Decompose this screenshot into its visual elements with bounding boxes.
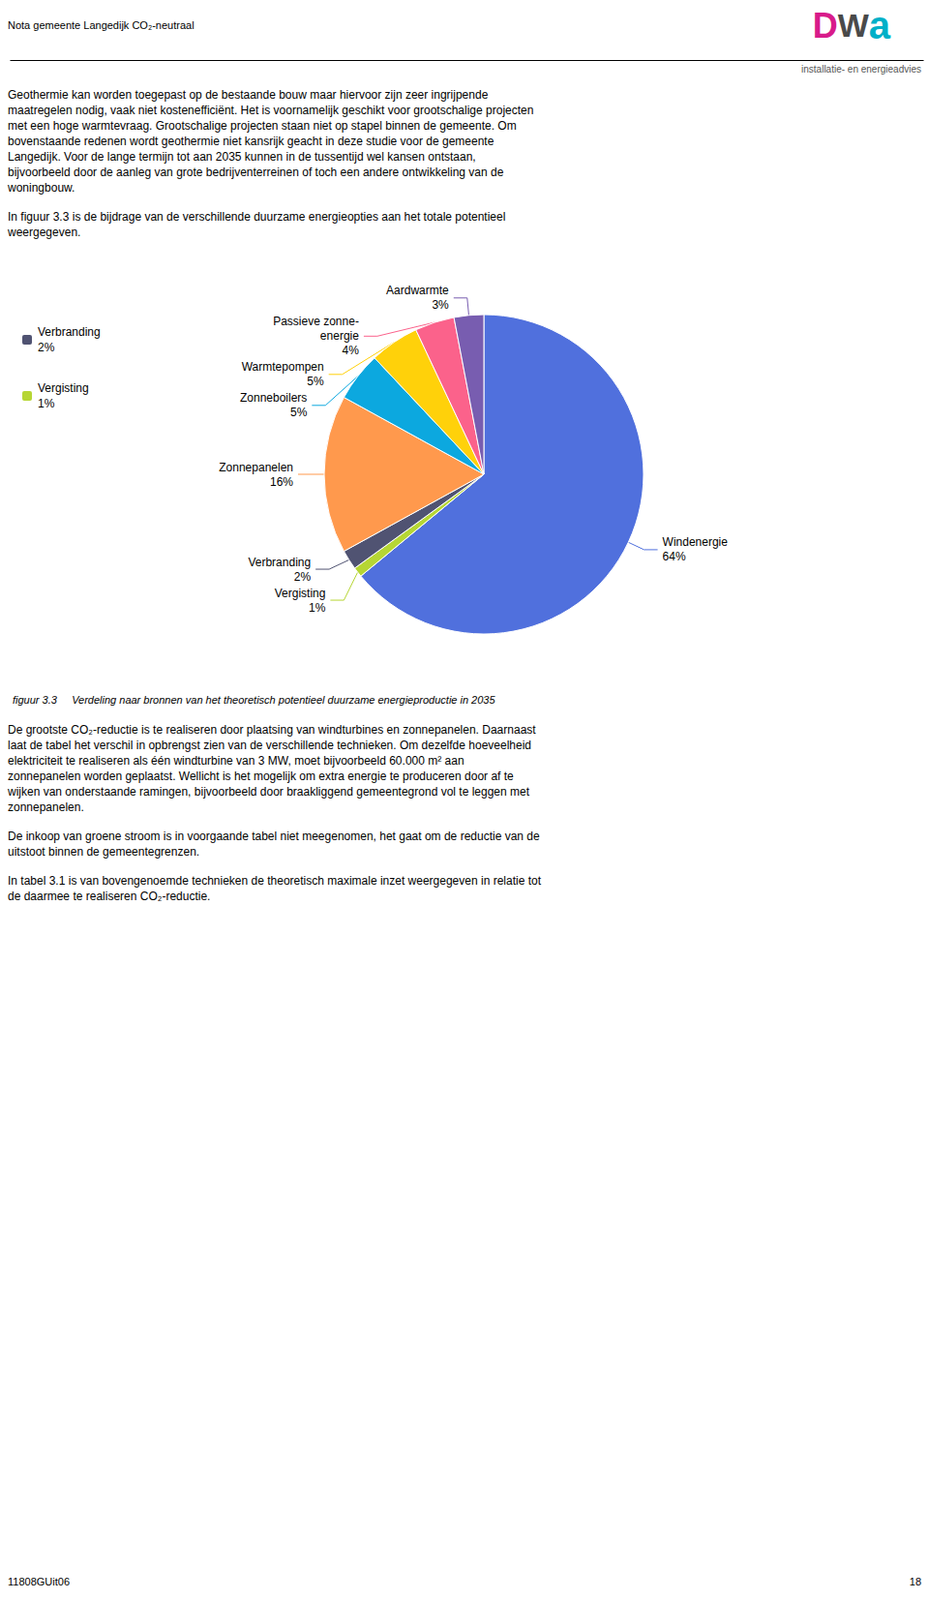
svg-text:Windenergie: Windenergie xyxy=(662,535,729,549)
svg-text:uitstoot binnen de gemeentegre: uitstoot binnen de gemeentegrenzen. xyxy=(7,844,200,859)
svg-text:Langedijk. Voor de lange termi: Langedijk. Voor de lange termijn tot aan… xyxy=(7,149,477,164)
svg-text:Geothermie kan worden toegepas: Geothermie kan worden toegepast op de be… xyxy=(7,88,489,102)
svg-text:De grootste CO₂-reductie is te: De grootste CO₂-reductie is te realisere… xyxy=(7,722,537,737)
svg-text:Aardwarmte: Aardwarmte xyxy=(386,283,450,298)
svg-text:bijvoorbeeld door de aanleg va: bijvoorbeeld door de aanleg van grote be… xyxy=(7,165,505,180)
svg-text:laat de tabel het verschil in: laat de tabel het verschil in opbrengst … xyxy=(7,738,532,752)
svg-text:D: D xyxy=(812,5,839,46)
svg-text:4%: 4% xyxy=(342,343,360,358)
svg-text:Zonnepanelen: Zonnepanelen xyxy=(218,460,294,475)
svg-text:Zonneboilers: Zonneboilers xyxy=(239,390,307,405)
svg-text:3%: 3% xyxy=(431,298,450,312)
svg-text:Vergisting: Vergisting xyxy=(274,586,327,600)
svg-text:Verbranding: Verbranding xyxy=(247,555,311,570)
svg-text:1%: 1% xyxy=(308,600,327,615)
svg-text:woningbouw.: woningbouw. xyxy=(6,180,75,195)
svg-text:Warmtepompen: Warmtepompen xyxy=(241,359,325,374)
svg-text:weergegeven.: weergegeven. xyxy=(6,225,81,240)
svg-text:Vergisting: Vergisting xyxy=(37,381,90,395)
svg-text:zonnepanelen.: zonnepanelen. xyxy=(7,800,85,814)
svg-text:Passieve zonne-: Passieve zonne- xyxy=(272,314,360,329)
svg-text:64%: 64% xyxy=(662,549,687,564)
svg-text:1%: 1% xyxy=(37,396,56,411)
svg-text:11808GUit06: 11808GUit06 xyxy=(7,1575,70,1588)
svg-text:installatie- en energieadvies: installatie- en energieadvies xyxy=(801,63,922,75)
svg-text:In figuur 3.3 is de bijdrage v: In figuur 3.3 is de bijdrage van de vers… xyxy=(7,209,506,224)
svg-text:In tabel 3.1 is van bovengenoe: In tabel 3.1 is van bovengenoemde techni… xyxy=(7,873,542,888)
svg-text:Nota gemeente Langedijk CO₂-ne: Nota gemeente Langedijk CO₂-neutraal xyxy=(7,19,195,31)
svg-text:bovenstaande redenen wordt geo: bovenstaande redenen wordt geothermie ni… xyxy=(7,134,495,149)
svg-text:2%: 2% xyxy=(37,340,56,355)
svg-text:5%: 5% xyxy=(290,405,308,420)
svg-text:2%: 2% xyxy=(294,569,312,584)
svg-text:W: W xyxy=(838,6,870,44)
svg-text:maatregelen nodig, vaak niet k: maatregelen nodig, vaak niet kosteneffic… xyxy=(7,103,534,118)
svg-text:energie: energie xyxy=(320,329,360,343)
svg-text:Verbranding: Verbranding xyxy=(37,325,101,339)
svg-text:De inkoop van groene stroom is: De inkoop van groene stroom is in voorga… xyxy=(7,829,540,843)
svg-text:16%: 16% xyxy=(269,475,294,489)
svg-text:de daarmee te realiseren CO₂-r: de daarmee te realiseren CO₂-reductie. xyxy=(7,889,210,903)
svg-text:wijken van onderstaande raming: wijken van onderstaande ramingen, bijvoo… xyxy=(6,784,531,799)
svg-text:figuur 3.3 Verdeling naar: figuur 3.3 Verdeling naar bronnen van he… xyxy=(12,693,496,706)
svg-text:met een hoge warmtevraag. Groo: met een hoge warmtevraag. Grootschalige … xyxy=(7,119,517,133)
svg-text:18: 18 xyxy=(909,1575,922,1588)
svg-text:elektriciteit te realiseren al: elektriciteit te realiseren als één wind… xyxy=(7,753,465,768)
svg-text:a: a xyxy=(869,3,892,47)
svg-text:zonnepanelen worden geplaatst.: zonnepanelen worden geplaatst. Wellicht … xyxy=(7,769,514,783)
svg-text:5%: 5% xyxy=(306,374,325,389)
